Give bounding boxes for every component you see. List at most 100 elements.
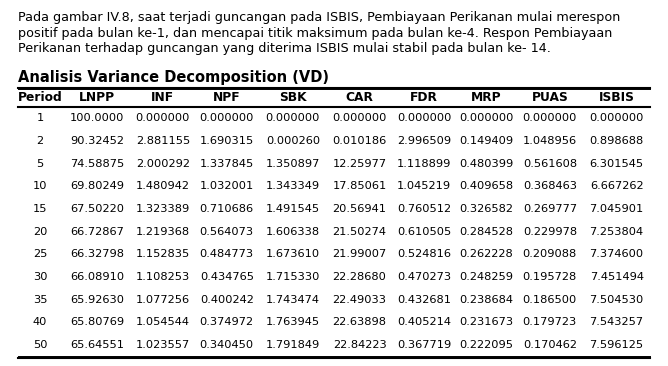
Text: MRP: MRP [471, 91, 501, 104]
Text: 22.49033: 22.49033 [333, 295, 387, 305]
Text: 0.561608: 0.561608 [523, 158, 577, 169]
Text: 90.32452: 90.32452 [70, 136, 124, 146]
Text: 0.760512: 0.760512 [397, 204, 452, 214]
Text: 0.179723: 0.179723 [523, 317, 577, 327]
Text: 17.85061: 17.85061 [333, 181, 387, 191]
Text: 0.898688: 0.898688 [589, 136, 644, 146]
Text: SBK: SBK [279, 91, 307, 104]
Text: 0.367719: 0.367719 [397, 340, 452, 350]
Text: 0.000000: 0.000000 [136, 113, 190, 123]
Text: 0.326582: 0.326582 [459, 204, 513, 214]
Text: 0.000000: 0.000000 [459, 113, 513, 123]
Text: 7.596125: 7.596125 [590, 340, 644, 350]
Text: 0.340450: 0.340450 [200, 340, 254, 350]
Text: 0.564073: 0.564073 [200, 227, 254, 236]
Text: 0.195728: 0.195728 [523, 272, 577, 282]
Text: 25: 25 [33, 249, 47, 259]
Text: 74.58875: 74.58875 [69, 158, 124, 169]
Text: 0.374972: 0.374972 [200, 317, 254, 327]
Text: 0.368463: 0.368463 [523, 181, 577, 191]
Text: 1.791849: 1.791849 [266, 340, 320, 350]
Text: 1: 1 [36, 113, 43, 123]
Text: 50: 50 [33, 340, 47, 350]
Text: 20.56941: 20.56941 [333, 204, 387, 214]
Text: 0.170462: 0.170462 [523, 340, 577, 350]
Text: 0.284528: 0.284528 [459, 227, 513, 236]
Text: 0.010186: 0.010186 [333, 136, 387, 146]
Text: 22.63898: 22.63898 [333, 317, 387, 327]
Text: 2.996509: 2.996509 [397, 136, 452, 146]
Text: 0.405214: 0.405214 [397, 317, 451, 327]
Text: 0.238684: 0.238684 [459, 295, 513, 305]
Text: 1.690315: 1.690315 [200, 136, 254, 146]
Text: 22.84223: 22.84223 [333, 340, 387, 350]
Text: 0.209088: 0.209088 [523, 249, 577, 259]
Text: 0.000260: 0.000260 [266, 136, 320, 146]
Text: 35: 35 [33, 295, 47, 305]
Text: 7.504530: 7.504530 [589, 295, 644, 305]
Text: 2: 2 [37, 136, 43, 146]
Text: 1.108253: 1.108253 [136, 272, 190, 282]
Text: Period: Period [17, 91, 62, 104]
Text: 40: 40 [33, 317, 47, 327]
Text: 1.152835: 1.152835 [136, 249, 190, 259]
Text: 0.000000: 0.000000 [333, 113, 387, 123]
Text: 0.000000: 0.000000 [200, 113, 254, 123]
Text: CAR: CAR [345, 91, 373, 104]
Text: 1.763945: 1.763945 [266, 317, 320, 327]
Text: 1.491545: 1.491545 [266, 204, 320, 214]
Text: 1.673610: 1.673610 [266, 249, 320, 259]
Text: 7.374600: 7.374600 [590, 249, 644, 259]
Text: 5: 5 [36, 158, 43, 169]
Text: 0.248259: 0.248259 [459, 272, 513, 282]
Text: 6.667262: 6.667262 [590, 181, 643, 191]
Text: 65.64551: 65.64551 [70, 340, 124, 350]
Text: 66.08910: 66.08910 [69, 272, 124, 282]
Text: 0.186500: 0.186500 [523, 295, 577, 305]
Text: 1.054544: 1.054544 [136, 317, 190, 327]
Text: 0.269777: 0.269777 [523, 204, 577, 214]
Text: 6.301545: 6.301545 [590, 158, 644, 169]
Text: 0.262228: 0.262228 [459, 249, 513, 259]
Text: 1.343349: 1.343349 [266, 181, 320, 191]
Text: 0.470273: 0.470273 [397, 272, 452, 282]
Text: Analisis Variance Decomposition (VD): Analisis Variance Decomposition (VD) [18, 70, 329, 85]
Text: 0.610505: 0.610505 [397, 227, 452, 236]
Text: 0.222095: 0.222095 [459, 340, 513, 350]
Text: 69.80249: 69.80249 [70, 181, 124, 191]
Text: 15: 15 [33, 204, 47, 214]
Text: 65.92630: 65.92630 [70, 295, 124, 305]
Text: 22.28680: 22.28680 [333, 272, 387, 282]
Text: 0.400242: 0.400242 [200, 295, 254, 305]
Text: 1.715330: 1.715330 [266, 272, 320, 282]
Text: 0.000000: 0.000000 [589, 113, 644, 123]
Text: 0.229978: 0.229978 [523, 227, 577, 236]
Text: 1.077256: 1.077256 [136, 295, 190, 305]
Text: 0.000000: 0.000000 [522, 113, 577, 123]
Text: 0.000000: 0.000000 [266, 113, 320, 123]
Text: 0.484773: 0.484773 [200, 249, 254, 259]
Text: NPF: NPF [213, 91, 240, 104]
Text: 1.118899: 1.118899 [397, 158, 452, 169]
Text: Pada gambar IV.8, saat terjadi guncangan pada ISBIS, Pembiayaan Perikanan mulai : Pada gambar IV.8, saat terjadi guncangan… [18, 11, 621, 24]
Text: LNPP: LNPP [79, 91, 115, 104]
Text: 21.50274: 21.50274 [333, 227, 387, 236]
Text: 1.350897: 1.350897 [266, 158, 320, 169]
Text: Perikanan terhadap guncangan yang diterima ISBIS mulai stabil pada bulan ke- 14.: Perikanan terhadap guncangan yang diteri… [18, 42, 551, 55]
Text: 1.023557: 1.023557 [136, 340, 190, 350]
Text: 1.219368: 1.219368 [136, 227, 190, 236]
Text: 66.72867: 66.72867 [70, 227, 124, 236]
Text: 10: 10 [33, 181, 47, 191]
Text: 1.032001: 1.032001 [200, 181, 254, 191]
Text: 21.99007: 21.99007 [333, 249, 387, 259]
Text: ISBIS: ISBIS [599, 91, 635, 104]
Text: 1.337845: 1.337845 [200, 158, 254, 169]
Text: 100.0000: 100.0000 [69, 113, 124, 123]
Text: 1.045219: 1.045219 [397, 181, 452, 191]
Text: 1.323389: 1.323389 [136, 204, 190, 214]
Text: 0.710686: 0.710686 [200, 204, 254, 214]
Text: 0.409658: 0.409658 [459, 181, 513, 191]
Text: 2.881155: 2.881155 [136, 136, 190, 146]
Text: 0.434765: 0.434765 [200, 272, 254, 282]
Text: 65.80769: 65.80769 [69, 317, 124, 327]
